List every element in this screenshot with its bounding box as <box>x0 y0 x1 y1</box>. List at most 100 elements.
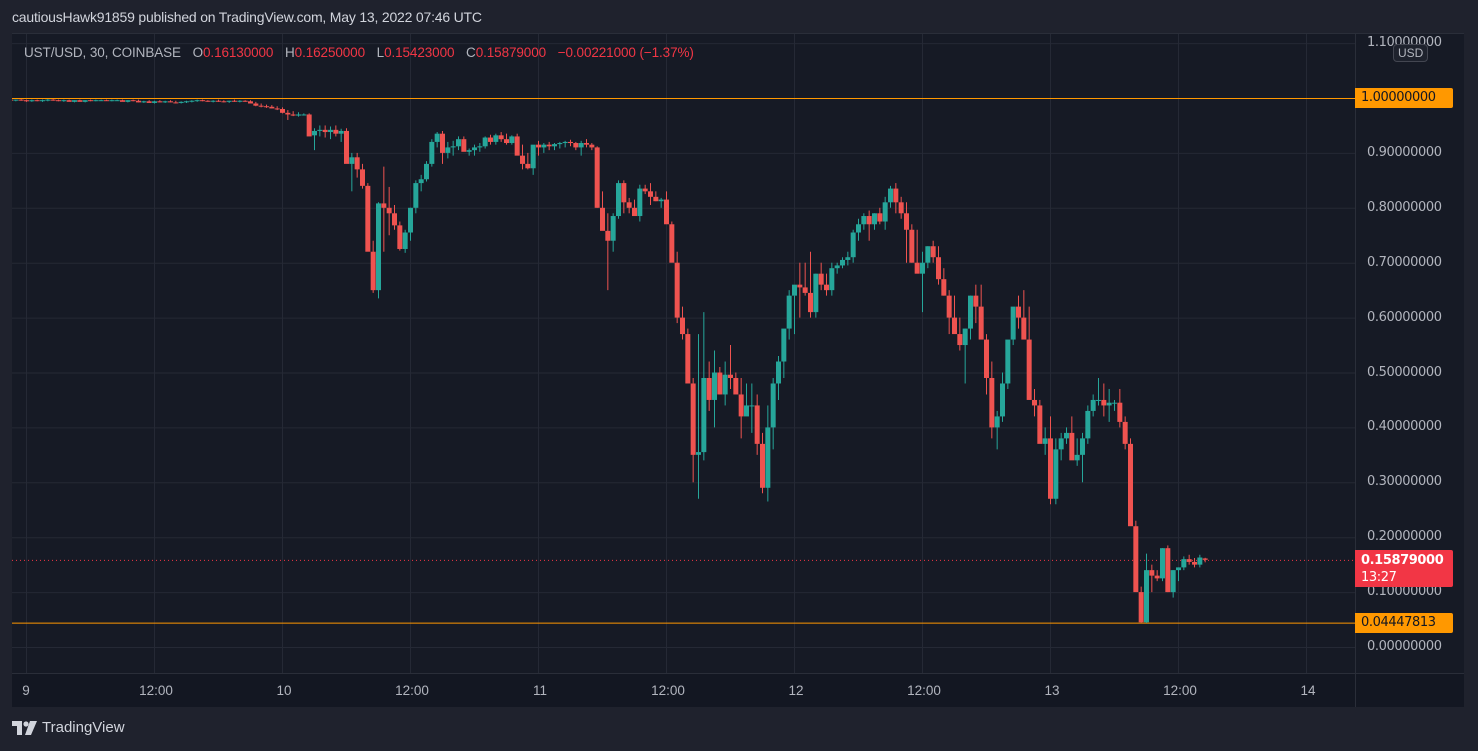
candle <box>402 229 408 253</box>
candle <box>168 100 173 103</box>
candle <box>1053 438 1059 505</box>
candle <box>248 100 253 104</box>
candle <box>760 432 765 494</box>
candle <box>1090 394 1096 417</box>
candle <box>13 99 19 102</box>
candle <box>690 377 696 483</box>
candle <box>429 139 435 167</box>
candle <box>274 106 280 111</box>
time-axis[interactable] <box>12 673 1355 707</box>
brand-name: TradingView <box>42 719 125 736</box>
candle <box>280 107 285 114</box>
candle <box>1021 290 1027 340</box>
candle <box>301 113 307 116</box>
candle <box>333 125 339 137</box>
candle <box>466 148 472 156</box>
published-caption: cautiousHawk91859 published on TradingVi… <box>12 9 482 25</box>
candle <box>573 141 579 151</box>
candle <box>1101 383 1107 417</box>
candle <box>509 135 515 145</box>
candle <box>141 100 147 103</box>
candle <box>994 410 1000 450</box>
candle <box>898 196 904 219</box>
currency-button[interactable]: USD <box>1393 44 1429 62</box>
candle <box>530 144 536 175</box>
candle <box>1176 567 1181 582</box>
candle <box>589 143 595 151</box>
candle <box>1096 377 1101 406</box>
candle <box>264 104 269 108</box>
candle <box>66 99 72 102</box>
candle <box>45 99 51 102</box>
open-label: O <box>192 45 204 60</box>
candle <box>610 213 616 252</box>
candle <box>818 262 824 291</box>
candle <box>514 133 520 156</box>
time-axis-label: 14 <box>1300 683 1316 698</box>
candle <box>1165 545 1171 593</box>
candle <box>493 133 499 145</box>
candle <box>1074 438 1080 466</box>
candle <box>242 100 248 102</box>
candle <box>109 99 115 102</box>
candle <box>1026 306 1032 400</box>
candle <box>872 213 877 230</box>
candle <box>520 144 525 170</box>
candle <box>72 100 77 103</box>
candle <box>717 367 723 395</box>
candle <box>146 100 152 103</box>
candle <box>418 174 424 192</box>
candle <box>536 140 541 156</box>
candle <box>98 99 104 102</box>
candle <box>88 99 93 102</box>
candle <box>360 163 365 189</box>
candle <box>701 312 707 461</box>
candle <box>680 306 685 340</box>
candle <box>850 229 856 263</box>
candle <box>386 186 392 236</box>
candle <box>808 251 813 318</box>
candle <box>344 128 349 164</box>
candle <box>546 141 552 151</box>
price-axis-label: 0.60000000 <box>1367 309 1442 325</box>
candle <box>584 139 589 148</box>
candle <box>290 111 296 117</box>
candle <box>445 141 451 159</box>
chart-plot-area[interactable] <box>12 34 1355 673</box>
candle <box>792 284 797 335</box>
symbol-info[interactable]: UST/USD, 30, COINBASE <box>24 45 181 60</box>
candle <box>866 210 872 241</box>
tradingview-logo[interactable]: TradingView <box>12 719 125 736</box>
price-axis-label: 0.10000000 <box>1367 584 1442 600</box>
candle <box>962 328 968 384</box>
candle <box>722 361 728 406</box>
candle <box>1042 427 1048 455</box>
candle <box>674 251 680 324</box>
candle <box>381 166 387 252</box>
candle <box>834 262 840 274</box>
candle <box>733 372 739 395</box>
candle <box>557 141 563 149</box>
candle <box>1128 438 1133 527</box>
candle <box>1138 586 1144 623</box>
candle <box>738 377 744 439</box>
last-price-value: 0.15879000 <box>1361 553 1444 568</box>
candle <box>461 136 467 152</box>
candle <box>29 99 35 102</box>
candle <box>664 191 669 225</box>
candle <box>776 356 781 400</box>
candle <box>957 317 963 351</box>
candle <box>1058 432 1064 461</box>
candle <box>226 100 232 103</box>
candle <box>813 273 819 318</box>
candle <box>12 99 13 101</box>
candle <box>1133 520 1139 593</box>
candle <box>829 262 835 296</box>
candle <box>440 130 445 164</box>
candle <box>157 100 163 103</box>
candle <box>130 99 136 102</box>
candle <box>1010 306 1016 346</box>
candle <box>840 257 845 269</box>
symbol-legend: UST/USD, 30, COINBASE O0.16130000 H0.162… <box>24 45 694 60</box>
axis-corner <box>1355 673 1464 707</box>
